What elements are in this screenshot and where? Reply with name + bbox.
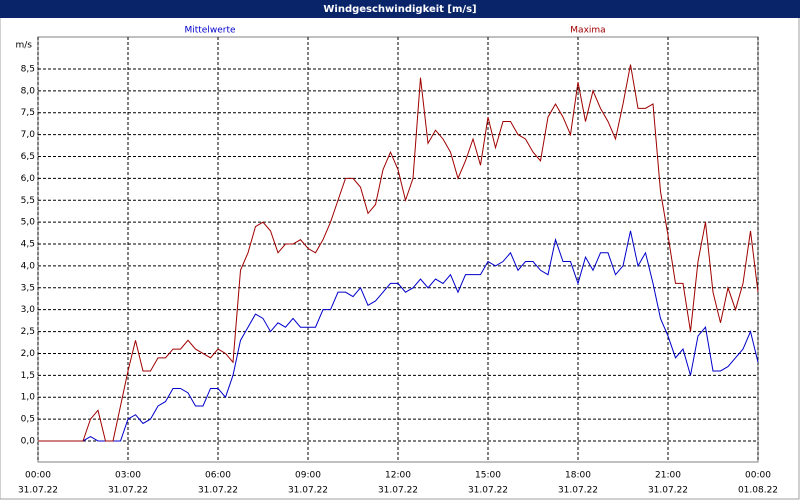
- y-tick-label: 4,5: [21, 240, 35, 250]
- y-tick-label: 7,5: [21, 108, 35, 118]
- x-tick-label: 09:00: [295, 471, 321, 481]
- y-tick-label: 4,0: [21, 261, 36, 271]
- y-tick-label: 1,0: [21, 393, 36, 403]
- y-tick-label: 5,0: [21, 218, 36, 228]
- x-tick-label: 06:00: [205, 471, 231, 481]
- y-tick-label: 0,0: [21, 436, 36, 446]
- x-tick-label: 31.07.22: [198, 486, 238, 496]
- series-line: [38, 230, 759, 442]
- legend-entry: Maxima: [570, 26, 605, 36]
- x-tick-label: 01.08.22: [738, 486, 778, 496]
- y-tick-label: 7,0: [21, 130, 36, 140]
- x-tick-label: 31.07.22: [18, 486, 58, 496]
- chart-title: Windgeschwindigkeit [m/s]: [323, 4, 476, 15]
- x-tick-label: 21:00: [655, 471, 681, 481]
- y-tick-label: 6,0: [21, 174, 36, 184]
- x-tick-label: 18:00: [565, 471, 591, 481]
- x-tick-label: 31.07.22: [108, 486, 148, 496]
- series-line: [38, 64, 759, 442]
- x-tick-label: 00:00: [25, 471, 51, 481]
- y-tick-label: 3,5: [21, 283, 35, 293]
- y-tick-label: 1,5: [21, 371, 35, 381]
- y-tick-label: 2,5: [21, 327, 35, 337]
- x-tick-label: 00:00: [745, 471, 771, 481]
- x-tick-label: 31.07.22: [648, 486, 688, 496]
- x-tick-label: 31.07.22: [378, 486, 418, 496]
- y-tick-label: 8,0: [21, 86, 36, 96]
- y-tick-label: 2,0: [21, 349, 36, 359]
- title-bar: [0, 0, 800, 18]
- y-tick-label: 5,5: [21, 196, 35, 206]
- y-tick-label: 0,5: [21, 415, 35, 425]
- x-tick-label: 31.07.22: [468, 486, 508, 496]
- x-tick-label: 03:00: [115, 471, 141, 481]
- legend-entry: Mittelwerte: [184, 26, 235, 36]
- x-tick-label: 12:00: [385, 471, 411, 481]
- x-tick-label: 31.07.22: [558, 486, 598, 496]
- y-tick-label: 8,5: [21, 64, 35, 74]
- x-tick-label: 15:00: [475, 471, 501, 481]
- y-tick-label: 6,5: [21, 152, 35, 162]
- y-axis-label: m/s: [16, 41, 33, 51]
- y-tick-label: 3,0: [21, 305, 36, 315]
- x-tick-label: 31.07.22: [288, 486, 328, 496]
